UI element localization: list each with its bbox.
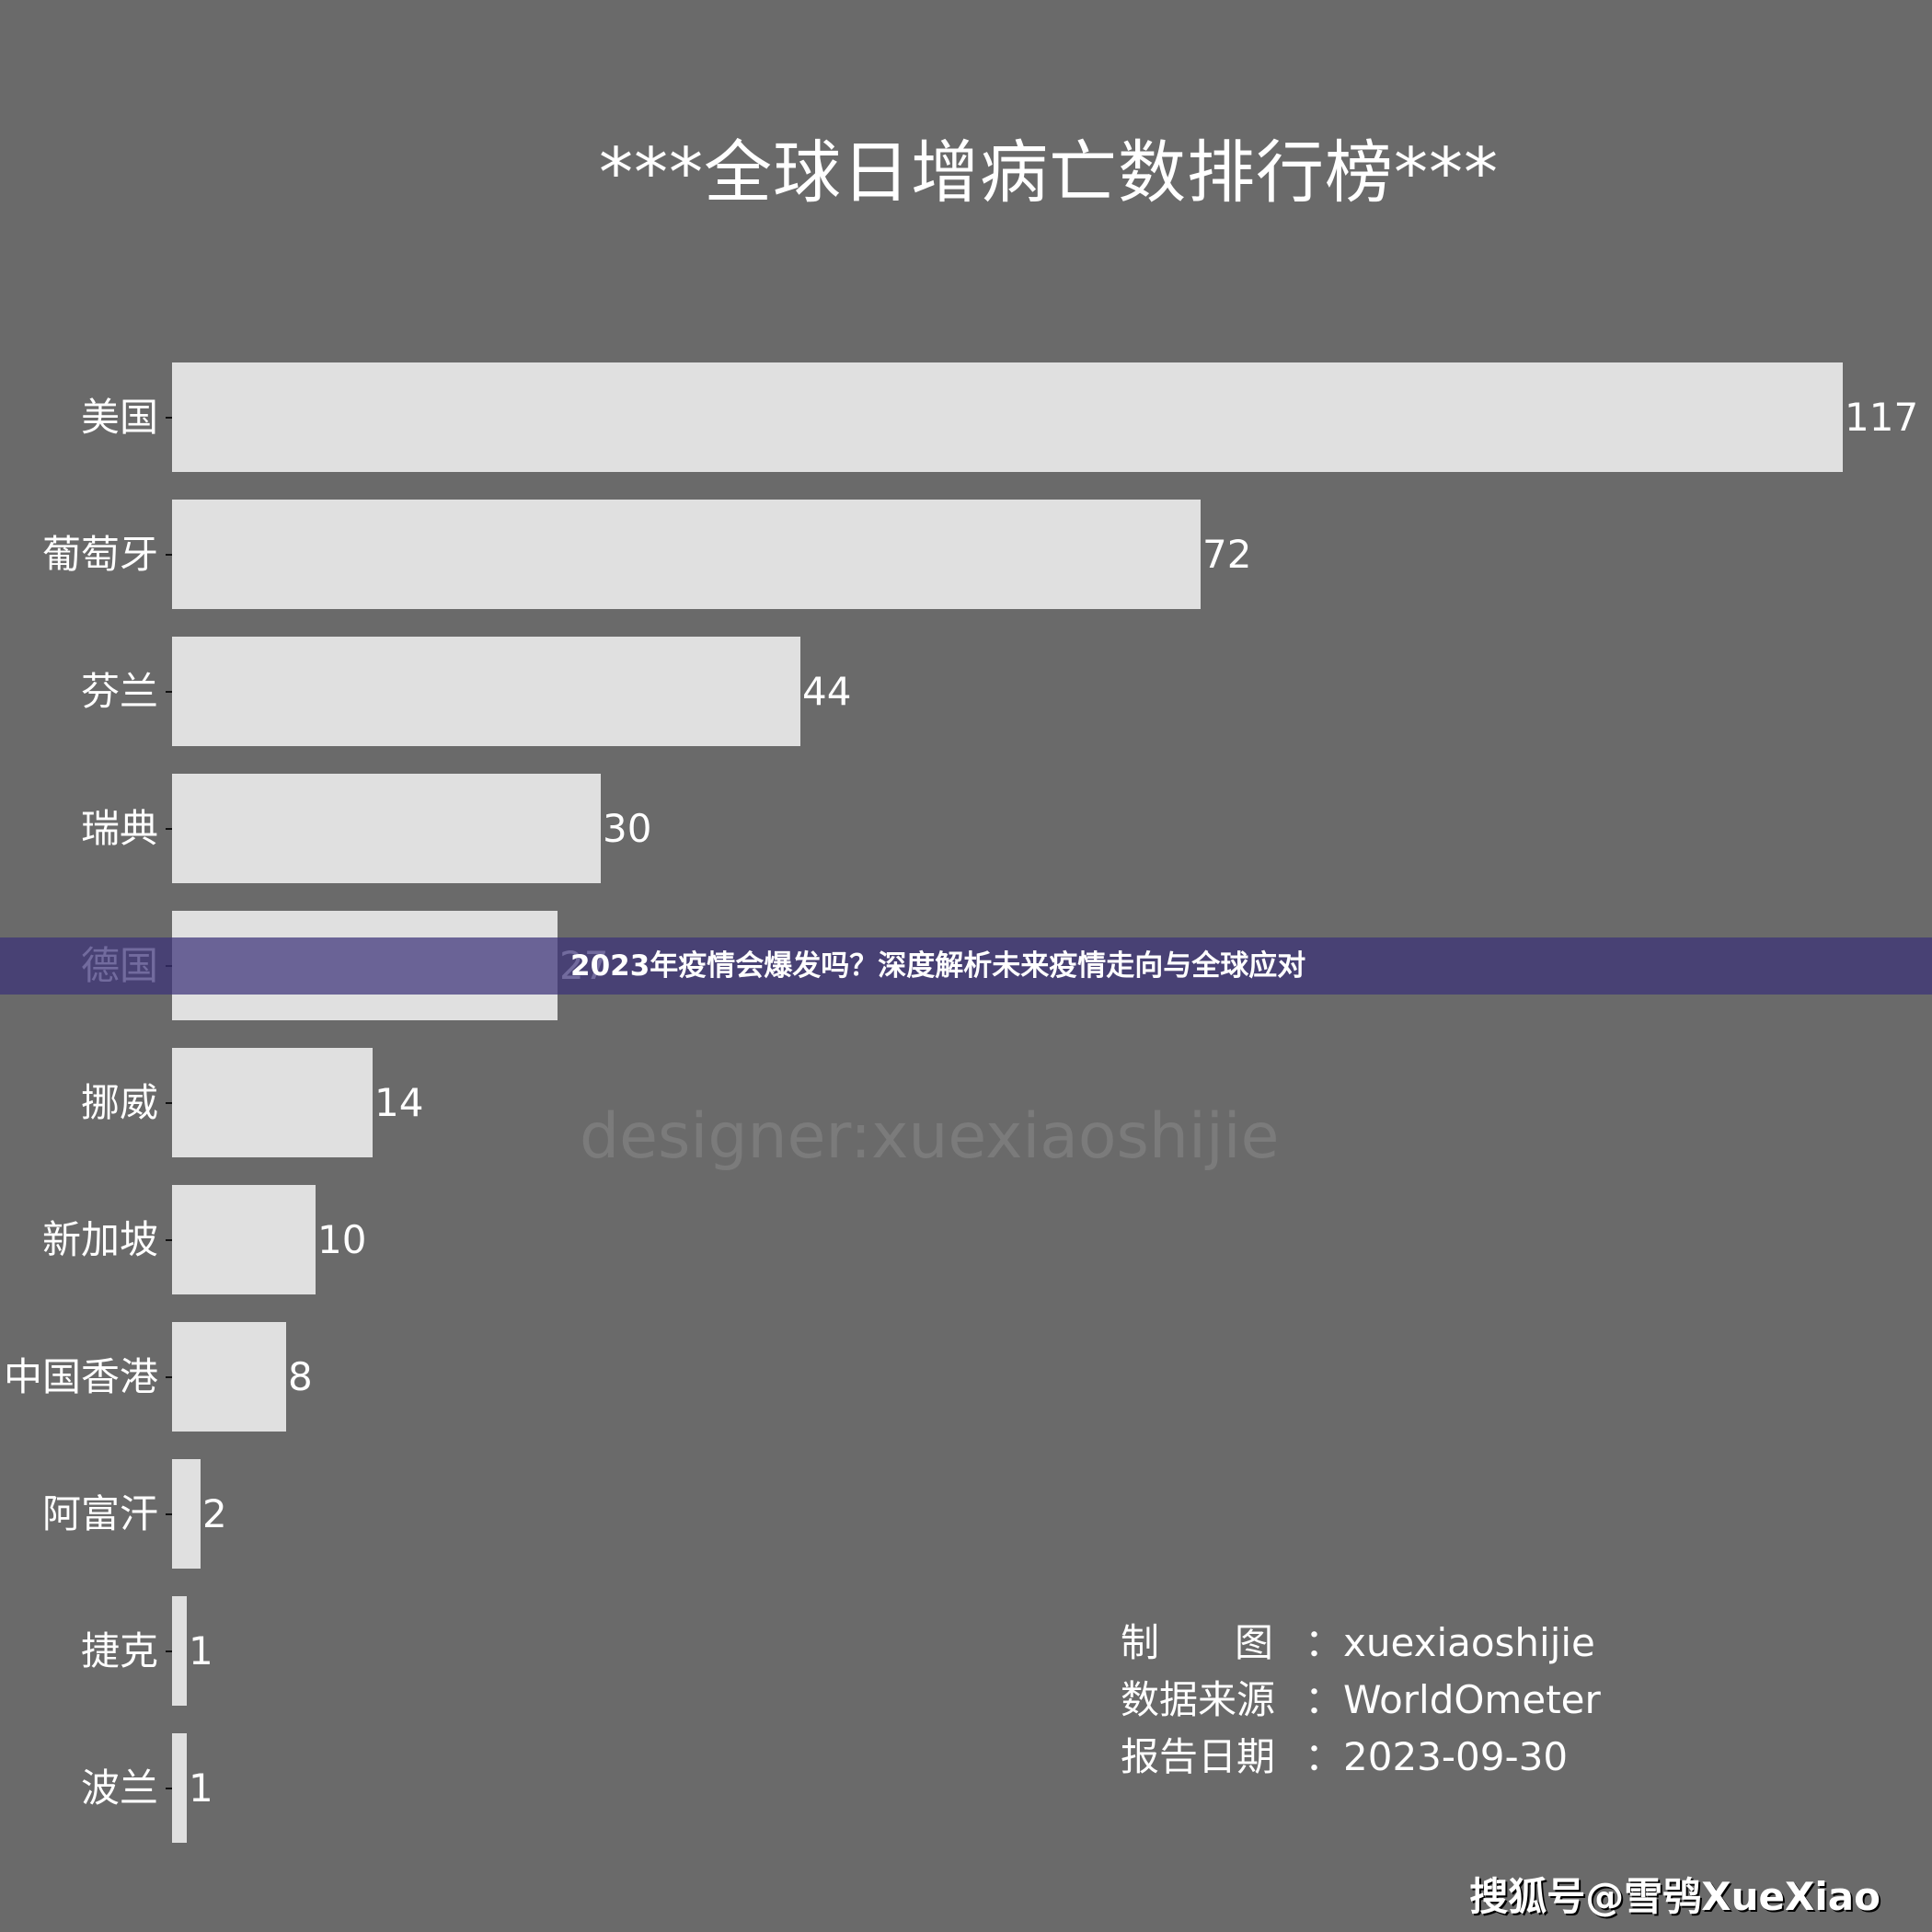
bar xyxy=(172,1459,201,1569)
category-label: 芬兰 xyxy=(80,669,158,714)
chart-title: ***全球日增病亡数排行榜*** xyxy=(599,133,1499,213)
bar-row: 捷克 1 xyxy=(0,1596,1932,1706)
bar xyxy=(172,637,800,746)
bar xyxy=(172,500,1201,609)
axis-tick xyxy=(166,417,172,419)
axis-tick xyxy=(166,1650,172,1652)
bar-row: 阿富汗 2 xyxy=(0,1459,1932,1569)
maker-line: 制图：xuexiaoshijie xyxy=(1121,1615,1601,1672)
bar-row: 瑞典 30 xyxy=(0,774,1932,883)
category-label: 葡萄牙 xyxy=(41,532,158,577)
axis-tick xyxy=(166,1376,172,1378)
chart-info-block: 制图：xuexiaoshijie 数据来源 ：WorldOmeter 报告日期 ：2… xyxy=(1121,1615,1601,1786)
axis-tick xyxy=(166,1239,172,1241)
designer-watermark: designer:xuexiaoshijie xyxy=(580,1100,1280,1173)
bar xyxy=(172,1733,187,1843)
category-label: 捷克 xyxy=(80,1628,158,1673)
category-label: 新加坡 xyxy=(41,1217,158,1262)
bar xyxy=(172,362,1843,472)
bar-row: 葡萄牙 72 xyxy=(0,500,1932,609)
source-value: WorldOmeter xyxy=(1343,1677,1601,1722)
value-label: 117 xyxy=(1845,395,1919,440)
category-label: 瑞典 xyxy=(80,806,158,851)
axis-tick xyxy=(166,1102,172,1104)
headline-text: 2023年疫情会爆发吗？深度解析未来疫情走向与全球应对 xyxy=(570,949,1306,983)
category-label: 阿富汗 xyxy=(41,1491,158,1536)
bar xyxy=(172,774,601,883)
bar xyxy=(172,1322,286,1432)
bar-row: 新加坡 10 xyxy=(0,1185,1932,1294)
axis-tick xyxy=(166,828,172,830)
maker-value: xuexiaoshijie xyxy=(1343,1620,1595,1665)
headline-banner xyxy=(0,937,1932,995)
bar-row: 芬兰 44 xyxy=(0,637,1932,746)
source-line: 数据来源 ：WorldOmeter xyxy=(1121,1672,1601,1729)
value-label: 30 xyxy=(603,806,652,851)
bar xyxy=(172,1048,373,1157)
sohu-brand-watermark: 搜狐号@雪鸮XueXiao xyxy=(1469,1874,1880,1919)
category-label: 挪威 xyxy=(80,1080,158,1125)
category-label: 波兰 xyxy=(80,1765,158,1811)
value-label: 1 xyxy=(189,1765,213,1811)
source-colon: ： xyxy=(1305,1677,1344,1722)
value-label: 1 xyxy=(189,1628,213,1673)
source-key: 数据来源 xyxy=(1121,1677,1276,1722)
date-line: 报告日期 ：2023-09-30 xyxy=(1121,1729,1601,1786)
axis-tick xyxy=(166,1513,172,1515)
date-value: 2023-09-30 xyxy=(1343,1734,1569,1779)
bar-row: 挪威 14 xyxy=(0,1048,1932,1157)
bar xyxy=(172,1185,316,1294)
bar-row: 美国 117 xyxy=(0,362,1932,472)
value-label: 2 xyxy=(202,1491,227,1536)
date-colon: ： xyxy=(1305,1734,1344,1779)
maker-colon: ： xyxy=(1305,1620,1344,1665)
bar xyxy=(172,1596,187,1706)
category-label: 中国香港 xyxy=(3,1354,158,1399)
value-label: 10 xyxy=(317,1217,367,1262)
maker-key: 制图 xyxy=(1121,1620,1350,1665)
value-label: 72 xyxy=(1202,532,1252,577)
bar-row: 中国香港 8 xyxy=(0,1322,1932,1432)
value-label: 14 xyxy=(374,1080,424,1125)
value-label: 8 xyxy=(288,1354,313,1399)
axis-tick xyxy=(166,691,172,693)
bar-row: 波兰 1 xyxy=(0,1733,1932,1843)
category-label: 美国 xyxy=(80,395,158,440)
axis-tick xyxy=(166,1788,172,1789)
axis-tick xyxy=(166,554,172,556)
date-key: 报告日期 xyxy=(1121,1734,1276,1779)
value-label: 44 xyxy=(802,669,852,714)
